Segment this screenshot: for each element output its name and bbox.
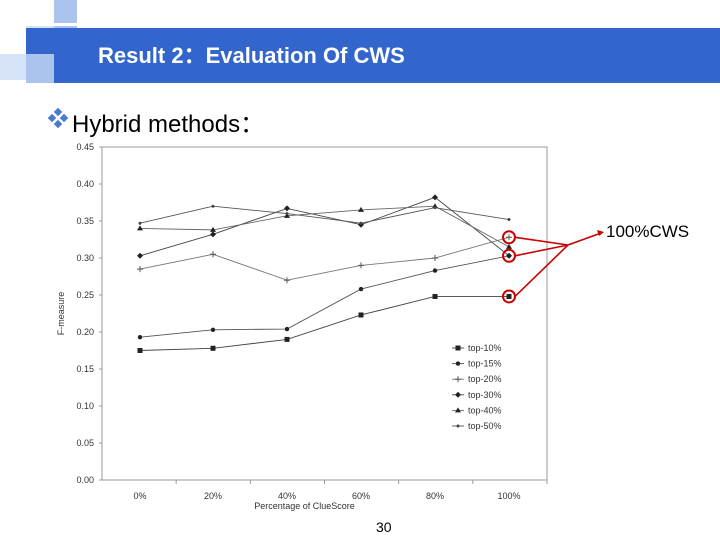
diamond-bullet-icon: [48, 108, 68, 128]
data-point-top-10%: [284, 336, 290, 342]
series-line-top-30%: [139, 196, 510, 257]
y-tick-label: 0.30: [76, 253, 94, 263]
data-point-top-10%: [137, 348, 143, 353]
data-point-top-10%: [506, 293, 512, 299]
annotation-arrow: [514, 236, 569, 246]
data-point-top-50%: [211, 204, 215, 208]
data-point-top-40%: [137, 225, 143, 231]
data-point-top-50%: [285, 212, 289, 216]
series-line-top-50%: [139, 205, 510, 224]
legend-label: top-40%: [468, 405, 502, 415]
series-line-top-20%: [139, 236, 510, 281]
y-tick-label: 0.15: [76, 364, 94, 374]
y-tick-label: 0.00: [76, 475, 94, 485]
data-point-top-20%: [506, 234, 512, 241]
data-point-top-20%: [210, 251, 216, 258]
data-point-top-20%: [432, 255, 438, 261]
data-point-top-10%: [432, 293, 438, 299]
data-point-top-40%: [432, 203, 438, 209]
y-tick-label: 0.05: [76, 438, 94, 448]
data-point-top-20%: [358, 262, 364, 269]
legend-label: top-30%: [468, 390, 502, 400]
legend-label: top-50%: [468, 421, 502, 431]
decor-square-5: [26, 54, 54, 83]
data-point-top-10%: [358, 312, 364, 318]
annotation-pointer: [567, 232, 602, 246]
legend-label: top-10%: [468, 343, 502, 353]
data-point-top-30%: [506, 252, 512, 259]
data-point-top-40%: [284, 212, 290, 218]
legend-marker-top-15%: [455, 361, 461, 366]
y-tick-label: 0.20: [76, 327, 94, 337]
y-tick-label: 0.10: [76, 401, 94, 411]
page-number: 30: [376, 519, 392, 535]
annotation-arrow: [514, 244, 569, 298]
x-axis-title: Percentage of ClueScore: [254, 501, 355, 511]
decor-square-4: [0, 54, 26, 80]
data-point-top-15%: [137, 334, 143, 340]
data-point-top-50%: [507, 218, 511, 222]
data-point-top-40%: [506, 243, 512, 249]
data-point-top-40%: [358, 206, 364, 212]
decor-square-1: [54, 0, 77, 23]
x-tick-label: 100%: [497, 491, 520, 501]
legend-marker-top-30%: [455, 391, 461, 398]
data-point-top-20%: [284, 277, 290, 284]
title-bar: [26, 28, 720, 83]
data-point-top-15%: [210, 327, 216, 332]
series-line-top-10%: [139, 296, 509, 351]
x-tick-label: 0%: [133, 491, 146, 501]
data-point-top-30%: [284, 205, 290, 212]
y-tick-label: 0.40: [76, 179, 94, 189]
slide-title: Result 2：Evaluation Of CWS: [98, 43, 405, 68]
legend-label: top-20%: [468, 374, 502, 384]
data-point-top-50%: [359, 221, 363, 225]
y-tick-label: 0.45: [76, 142, 94, 152]
bullet-text: Hybrid methods：: [72, 111, 265, 138]
data-point-top-40%: [210, 226, 216, 232]
x-tick-label: 60%: [352, 491, 370, 501]
y-tick-label: 0.35: [76, 216, 94, 226]
annotation-arrow: [514, 244, 569, 257]
legend-marker-top-10%: [455, 345, 461, 351]
y-tick-label: 0.25: [76, 290, 94, 300]
x-tick-label: 20%: [204, 491, 222, 501]
annotation-label: 100%CWS: [606, 222, 690, 241]
data-point-top-15%: [432, 268, 438, 273]
series-line-top-15%: [139, 255, 510, 338]
annotation-arrowhead: [597, 230, 604, 236]
legend-marker-top-20%: [455, 376, 461, 383]
y-axis-title: F-measure: [56, 292, 66, 336]
data-point-top-30%: [137, 252, 143, 259]
data-point-top-30%: [210, 231, 216, 238]
data-point-top-15%: [358, 286, 364, 292]
x-tick-label: 40%: [278, 491, 296, 501]
data-point-top-50%: [138, 221, 142, 225]
data-point-top-30%: [432, 194, 438, 201]
legend-marker-top-40%: [455, 407, 461, 413]
data-point-top-15%: [284, 326, 290, 332]
data-point-top-50%: [433, 206, 437, 210]
annotation-circle: [502, 248, 516, 263]
data-point-top-10%: [210, 345, 216, 351]
data-point-top-20%: [137, 266, 143, 273]
series-line-top-40%: [139, 205, 510, 248]
x-tick-label: 80%: [426, 491, 444, 501]
legend-label: top-15%: [468, 359, 502, 369]
legend-marker-top-50%: [456, 424, 460, 428]
